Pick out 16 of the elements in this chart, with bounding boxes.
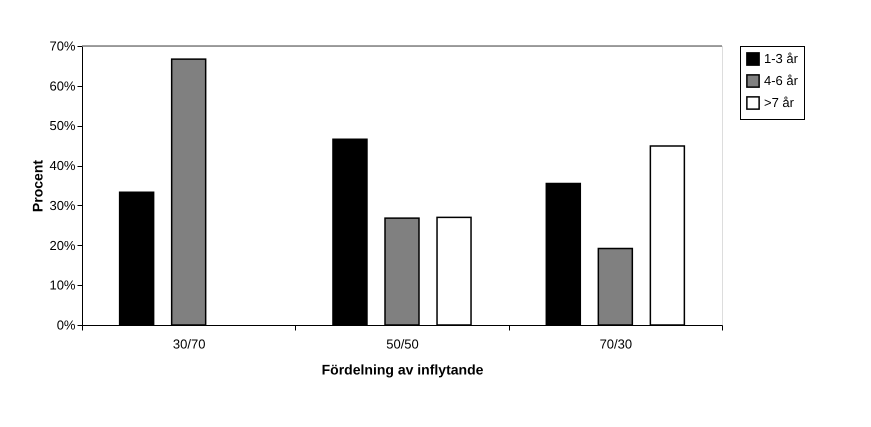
- x-tick-label: 30/70: [172, 336, 206, 352]
- legend-label: 4-6 år: [764, 73, 799, 88]
- legend-label: 1-3 år: [764, 51, 799, 66]
- y-tick-label: 30%: [49, 198, 76, 213]
- legend-label: >7 år: [764, 95, 795, 110]
- x-tick-label: 50/50: [386, 336, 419, 352]
- y-axis-title: Procent: [29, 160, 46, 212]
- x-axis-title: Fördelning av inflytande: [322, 362, 484, 378]
- y-tick-label: 70%: [49, 38, 76, 54]
- y-tick-label: 50%: [49, 118, 76, 134]
- x-tick-label: 70/30: [600, 336, 632, 352]
- y-tick-label: 0%: [56, 318, 76, 332]
- y-tick-label: 60%: [49, 78, 76, 94]
- y-tick-label: 20%: [49, 238, 76, 253]
- y-tick-label: 40%: [49, 158, 76, 174]
- y-tick-label: 10%: [49, 278, 76, 293]
